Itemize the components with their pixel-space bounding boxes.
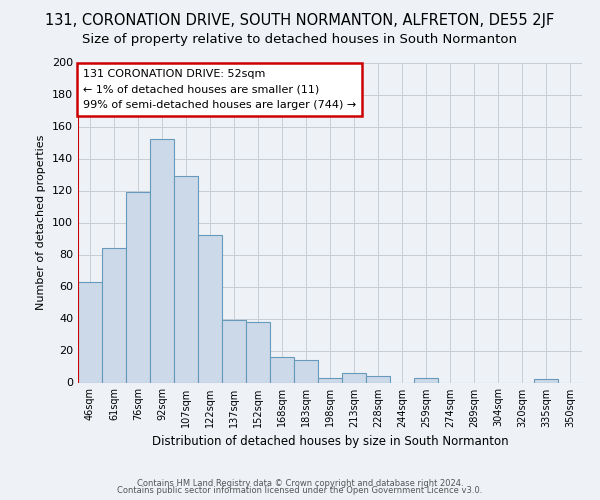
Y-axis label: Number of detached properties: Number of detached properties xyxy=(37,135,46,310)
Text: Size of property relative to detached houses in South Normanton: Size of property relative to detached ho… xyxy=(83,32,517,46)
Bar xyxy=(198,236,222,382)
Text: 131 CORONATION DRIVE: 52sqm
← 1% of detached houses are smaller (11)
99% of semi: 131 CORONATION DRIVE: 52sqm ← 1% of deta… xyxy=(83,69,356,110)
Text: Contains HM Land Registry data © Crown copyright and database right 2024.: Contains HM Land Registry data © Crown c… xyxy=(137,478,463,488)
Bar xyxy=(534,380,558,382)
Bar xyxy=(222,320,246,382)
Bar xyxy=(342,373,366,382)
Bar xyxy=(270,357,294,382)
Bar xyxy=(150,140,174,382)
Bar xyxy=(102,248,126,382)
Bar xyxy=(174,176,198,382)
Text: 131, CORONATION DRIVE, SOUTH NORMANTON, ALFRETON, DE55 2JF: 131, CORONATION DRIVE, SOUTH NORMANTON, … xyxy=(46,12,554,28)
X-axis label: Distribution of detached houses by size in South Normanton: Distribution of detached houses by size … xyxy=(152,435,508,448)
Bar xyxy=(78,282,102,382)
Bar xyxy=(126,192,150,382)
Bar xyxy=(246,322,270,382)
Bar xyxy=(318,378,342,382)
Bar xyxy=(294,360,318,382)
Bar xyxy=(366,376,390,382)
Bar xyxy=(414,378,438,382)
Text: Contains public sector information licensed under the Open Government Licence v3: Contains public sector information licen… xyxy=(118,486,482,495)
